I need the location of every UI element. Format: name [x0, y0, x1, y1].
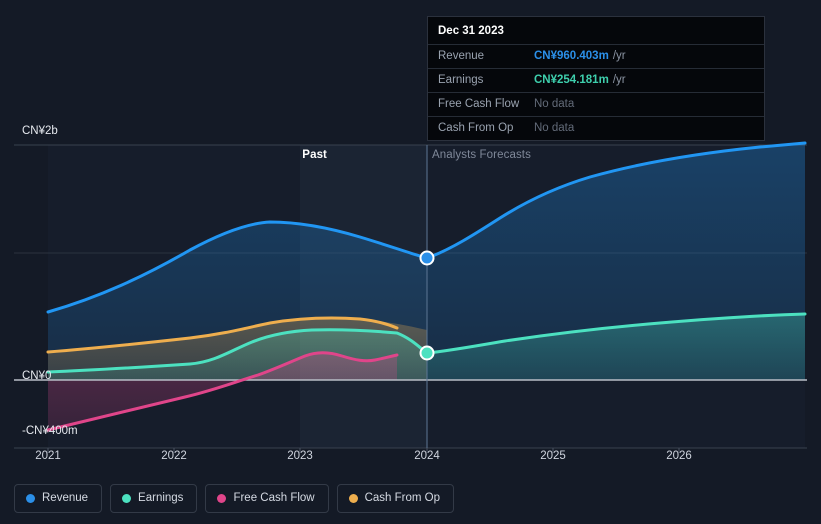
marker-revenue[interactable]	[419, 250, 435, 266]
legend-item-free-cash-flow[interactable]: Free Cash Flow	[205, 484, 329, 513]
x-axis-label-2021: 2021	[35, 450, 61, 462]
x-axis-label-2026: 2026	[666, 450, 692, 462]
area-free-cash-flow	[48, 352, 397, 430]
tooltip-value-revenue: CN¥960.403m	[534, 50, 609, 62]
tooltip-unit-revenue: /yr	[612, 50, 626, 62]
x-axis-label-2025: 2025	[540, 450, 566, 462]
tooltip-unit-earnings: /yr	[612, 74, 626, 86]
legend-item-cash-from-op[interactable]: Cash From Op	[336, 484, 455, 513]
y-axis-label-bottom: -CN¥400m	[22, 425, 78, 437]
y-axis-label-zero: CN¥0	[22, 370, 52, 382]
legend-label-revenue: Revenue	[42, 492, 89, 504]
marker-earnings[interactable]	[419, 345, 435, 361]
line-free-cash-flow	[46, 351, 399, 432]
legend-item-earnings[interactable]: Earnings	[110, 484, 198, 513]
legend-label-cash-from-op: Cash From Op	[364, 492, 441, 504]
legend-dot-earnings	[122, 494, 132, 503]
legend-dot-cash-from-op	[348, 494, 358, 503]
tooltip-row-revenue: Revenue CN¥960.403m /yr	[428, 44, 764, 68]
tooltip-label-revenue: Revenue	[438, 50, 485, 62]
tooltip-row-free-cash-flow: Free Cash Flow No data	[428, 92, 764, 116]
tooltip-label-free-cash-flow: Free Cash Flow	[438, 98, 520, 110]
line-earnings	[46, 312, 807, 374]
tooltip-value-free-cash-flow: No data	[534, 98, 575, 110]
legend-dot-free-cash-flow	[217, 494, 227, 503]
tooltip-label-earnings: Earnings	[438, 74, 484, 86]
tooltip-value-earnings: CN¥254.181m	[534, 74, 609, 86]
area-earnings	[48, 314, 805, 380]
legend-label-free-cash-flow: Free Cash Flow	[233, 492, 315, 504]
chart-legend: Revenue Earnings Free Cash Flow Cash Fro…	[14, 484, 455, 513]
tooltip-date: Dec 31 2023	[438, 25, 504, 37]
line-revenue	[46, 141, 807, 314]
legend-label-earnings: Earnings	[138, 492, 184, 504]
line-cash-from-op	[46, 316, 399, 354]
analysts-forecasts-label: Analysts Forecasts	[432, 149, 531, 161]
tooltip-label-cash-from-op: Cash From Op	[438, 122, 514, 134]
past-label: Past	[302, 149, 327, 161]
x-axis-label-2024: 2024	[414, 450, 440, 462]
tooltip-value-cash-from-op: No data	[534, 122, 575, 134]
chart-tooltip: Dec 31 2023 Revenue CN¥960.403m /yr Earn…	[427, 16, 765, 141]
x-axis-label-2022: 2022	[161, 450, 187, 462]
legend-item-revenue[interactable]: Revenue	[14, 484, 103, 513]
tooltip-row-cash-from-op: Cash From Op No data	[428, 116, 764, 140]
legend-dot-revenue	[26, 494, 35, 503]
y-axis-label-top: CN¥2b	[22, 125, 58, 137]
tooltip-row-earnings: Earnings CN¥254.181m /yr	[428, 68, 764, 92]
x-axis-label-2023: 2023	[287, 450, 313, 462]
